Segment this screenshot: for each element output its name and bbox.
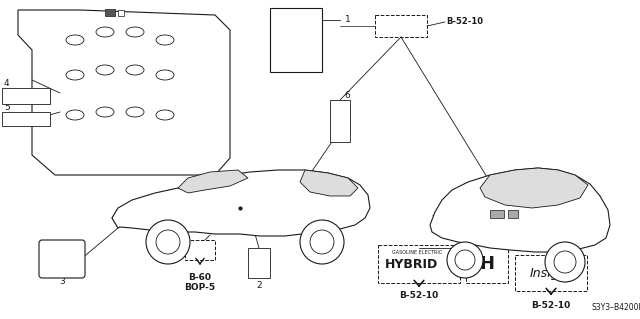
Bar xyxy=(490,210,504,218)
Circle shape xyxy=(146,220,190,264)
Bar xyxy=(378,245,460,283)
Text: S3Y3–B4200F: S3Y3–B4200F xyxy=(592,303,640,313)
Bar xyxy=(2,88,50,104)
Text: Insight: Insight xyxy=(530,266,572,279)
Bar xyxy=(105,9,115,16)
Ellipse shape xyxy=(126,65,144,75)
Ellipse shape xyxy=(96,27,114,37)
Text: HYBRID: HYBRID xyxy=(385,258,438,271)
Text: B-52-10: B-52-10 xyxy=(447,18,483,26)
Circle shape xyxy=(554,251,576,273)
Circle shape xyxy=(545,242,585,282)
Bar xyxy=(375,15,427,37)
Circle shape xyxy=(447,242,483,278)
Circle shape xyxy=(310,230,334,254)
Ellipse shape xyxy=(66,110,84,120)
Text: 1: 1 xyxy=(345,16,351,25)
Ellipse shape xyxy=(96,65,114,75)
Bar xyxy=(270,8,322,72)
Ellipse shape xyxy=(156,110,174,120)
Text: GASOLINE ELECTRIC: GASOLINE ELECTRIC xyxy=(392,250,442,256)
Bar xyxy=(466,245,508,283)
Bar xyxy=(118,10,124,16)
Text: B-60: B-60 xyxy=(189,273,211,283)
Ellipse shape xyxy=(126,27,144,37)
Text: 6: 6 xyxy=(344,91,350,100)
Polygon shape xyxy=(112,170,370,236)
Bar xyxy=(515,255,587,291)
Circle shape xyxy=(156,230,180,254)
Circle shape xyxy=(300,220,344,264)
Bar xyxy=(508,210,518,218)
Bar xyxy=(248,248,270,278)
Text: 3: 3 xyxy=(59,278,65,286)
Text: H: H xyxy=(479,255,495,273)
Text: 5: 5 xyxy=(4,103,10,113)
Ellipse shape xyxy=(66,70,84,80)
Polygon shape xyxy=(178,170,248,193)
Text: B-52-10: B-52-10 xyxy=(399,292,438,300)
Text: 4: 4 xyxy=(4,79,10,88)
Ellipse shape xyxy=(66,35,84,45)
Polygon shape xyxy=(300,170,358,196)
Circle shape xyxy=(455,250,475,270)
Ellipse shape xyxy=(96,107,114,117)
Text: BOP-5: BOP-5 xyxy=(184,283,216,292)
Bar xyxy=(185,240,215,260)
Text: HS: HS xyxy=(15,116,25,122)
Ellipse shape xyxy=(126,107,144,117)
Ellipse shape xyxy=(156,35,174,45)
Polygon shape xyxy=(18,10,230,175)
Text: H: H xyxy=(56,251,68,266)
Text: B-52-10: B-52-10 xyxy=(531,300,571,309)
Bar xyxy=(330,100,350,142)
Polygon shape xyxy=(430,168,610,252)
Text: 2: 2 xyxy=(256,280,262,290)
FancyBboxPatch shape xyxy=(39,240,85,278)
Bar xyxy=(2,112,50,126)
Ellipse shape xyxy=(156,70,174,80)
Polygon shape xyxy=(480,168,588,208)
